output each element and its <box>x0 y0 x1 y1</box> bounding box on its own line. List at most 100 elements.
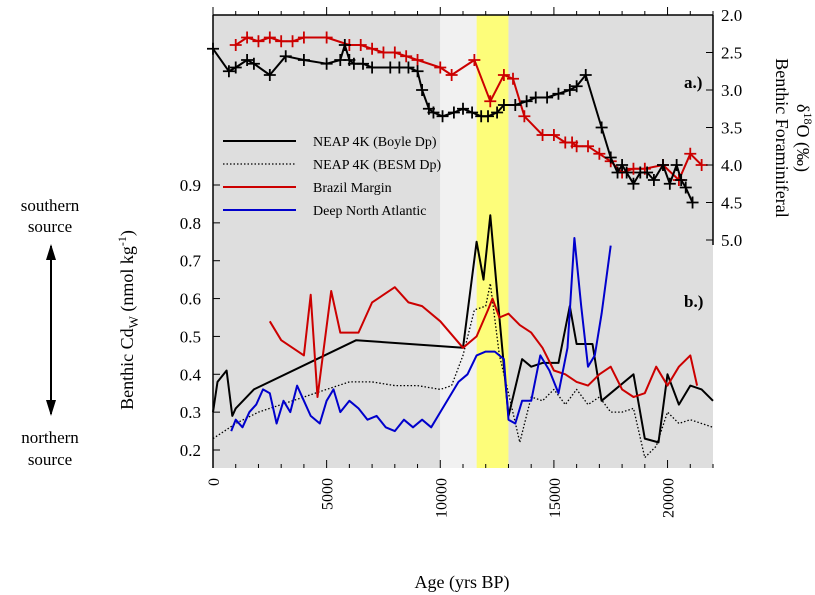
oxygen-isotope-black-marker <box>679 181 692 194</box>
oxygen-isotope-red-marker <box>400 50 413 63</box>
oxygen-isotope-red-marker <box>582 140 594 153</box>
oxygen-isotope-red-marker <box>684 147 697 160</box>
oxygen-isotope-red-marker <box>286 35 299 48</box>
oxygen-isotope-black-marker <box>402 61 415 74</box>
southern-source-label-line1: southern <box>21 196 80 215</box>
oxygen-isotope-black-marker <box>604 151 617 164</box>
oxygen-isotope-red-marker <box>593 147 606 160</box>
legend-label-2: Brazil Margin <box>313 181 392 196</box>
northern-source-label-line1: northern <box>21 428 79 447</box>
oxygen-isotope-red-marker <box>320 31 333 44</box>
oxygen-isotope-black-marker <box>482 110 494 123</box>
oxygen-isotope-red-marker <box>434 61 447 74</box>
right-y-axis-label-line1: Benthic Foraminiferal <box>772 58 792 217</box>
arrow-head-down <box>46 400 56 416</box>
oxygen-isotope-black-marker <box>297 54 310 66</box>
oxygen-isotope-black-marker <box>411 65 424 78</box>
legend-label-0: NEAP 4K (Boyle Dp) <box>313 135 437 150</box>
oxygen-isotope-black-marker <box>416 84 429 96</box>
y-left-tick-label: 0.5 <box>180 327 201 346</box>
oxygen-isotope-black-marker <box>627 177 640 190</box>
arrow-head-up <box>46 244 56 260</box>
oxygen-isotope-red-marker <box>377 46 390 59</box>
oxygen-isotope-black-marker <box>366 61 379 74</box>
y-right-tick-label: 4.0 <box>721 156 742 175</box>
series-line-neap-4k-boyle-dp- <box>212 214 714 444</box>
oxygen-isotope-red-marker <box>627 162 640 175</box>
oxygen-isotope-black-marker <box>229 61 242 74</box>
oxygen-isotope-black-marker <box>663 177 676 190</box>
y-left-tick-label: 0.8 <box>180 214 201 233</box>
oxygen-isotope-red-marker <box>252 35 265 48</box>
oxygen-isotope-black-marker <box>491 106 504 119</box>
oxygen-isotope-black-marker <box>520 95 533 108</box>
oxygen-isotope-black-marker <box>457 102 469 115</box>
y-right-tick-label: 2.0 <box>721 6 742 25</box>
x-tick-label: 10000 <box>433 478 450 518</box>
y-right-tick-label: 4.5 <box>721 194 742 213</box>
legend: NEAP 4K (Boyle Dp) NEAP 4K (BESM Dp) Brazi… <box>223 135 442 219</box>
left-y-axis-label: Benthic CdW (nmol kg-1) <box>115 230 141 410</box>
oxygen-isotope-red-marker <box>275 35 288 48</box>
oxygen-isotope-black-marker <box>247 57 260 70</box>
x-tick-label: 5000 <box>320 478 337 510</box>
oxygen-isotope-red-marker <box>366 42 379 55</box>
oxygen-isotope-black-marker <box>647 174 660 186</box>
legend-label-3: Deep North Atlantic <box>313 204 427 219</box>
oxygen-isotope-black-marker <box>641 166 654 179</box>
right-y-label-superscript: 18 <box>801 112 815 124</box>
southern-source-label-line2: source <box>28 217 72 236</box>
oxygen-isotope-black-marker <box>427 106 440 119</box>
oxygen-isotope-black-marker <box>241 54 254 66</box>
panel-b-label: b.) <box>684 292 703 311</box>
left-y-label-close: ) <box>117 230 138 236</box>
oxygen-isotope-red-marker <box>297 31 310 44</box>
oxygen-isotope-red-marker <box>411 54 424 66</box>
oxygen-isotope-black-marker <box>570 80 583 93</box>
northern-source-label-line2: source <box>28 450 72 469</box>
oxygen-isotope-red-marker <box>497 69 510 81</box>
oxygen-isotope-black-marker <box>279 50 292 63</box>
y-left-tick-label: 0.6 <box>180 290 201 309</box>
left-y-label-subscript: W <box>126 315 141 328</box>
oxygen-isotope-black-marker <box>466 106 479 119</box>
oxygen-isotope-black-marker <box>207 42 219 55</box>
oxygen-isotope-black-marker <box>563 84 576 96</box>
y-left-tick-label: 0.3 <box>180 403 201 422</box>
axes: 0 5000 10000 15000 20000 0.2 0.3 0.4 0.5 0.6 0.7 0.… <box>180 6 743 518</box>
oxygen-isotope-red-marker <box>229 39 242 51</box>
right-y-label-delta: δ <box>793 104 813 112</box>
x-tick-label: 15000 <box>547 478 564 518</box>
oxygen-isotope-black-marker <box>222 65 235 78</box>
oxygen-isotope-red-marker <box>388 46 401 59</box>
oxygen-isotope-red-marker <box>536 129 549 141</box>
oxygen-isotope-black-marker <box>620 166 633 179</box>
y-right-tick-label: 2.5 <box>721 44 742 63</box>
oxygen-isotope-red-marker <box>468 54 481 66</box>
y-right-tick-label: 3.0 <box>721 81 742 100</box>
oxygen-isotope-black-marker <box>616 159 629 171</box>
oxygen-isotope-red-marker <box>518 110 531 123</box>
oxygen-isotope-black-marker <box>497 99 510 111</box>
y-left-tick-label: 0.9 <box>180 176 201 195</box>
oxygen-isotope-black-marker <box>657 159 669 171</box>
oxygen-isotope-black-marker <box>357 57 369 70</box>
y-left-tick-label: 0.2 <box>180 441 201 460</box>
panel-b-series <box>212 214 714 459</box>
right-y-label-rest: O (‰) <box>792 124 813 172</box>
oxygen-isotope-black-marker <box>320 57 333 70</box>
series-line-deep-north-atlantic <box>230 237 612 433</box>
oxygen-isotope-black-marker <box>686 196 699 209</box>
oxygen-isotope-black-marker <box>579 69 592 81</box>
oxygen-isotope-black-marker <box>338 39 351 51</box>
x-tick-label: 20000 <box>661 478 678 518</box>
oxygen-isotope-red-marker <box>547 129 560 141</box>
oxygen-isotope-red-marker <box>263 31 276 44</box>
legend-label-1: NEAP 4K (BESM Dp) <box>313 158 442 173</box>
oxygen-isotope-black-marker <box>675 174 688 186</box>
right-y-axis-label-line2: δ18O (‰) <box>792 104 815 172</box>
oxygen-isotope-black-marker <box>263 69 276 81</box>
left-y-label-unit: (nmol kg <box>117 246 138 316</box>
left-y-label-main: Benthic Cd <box>117 328 137 410</box>
